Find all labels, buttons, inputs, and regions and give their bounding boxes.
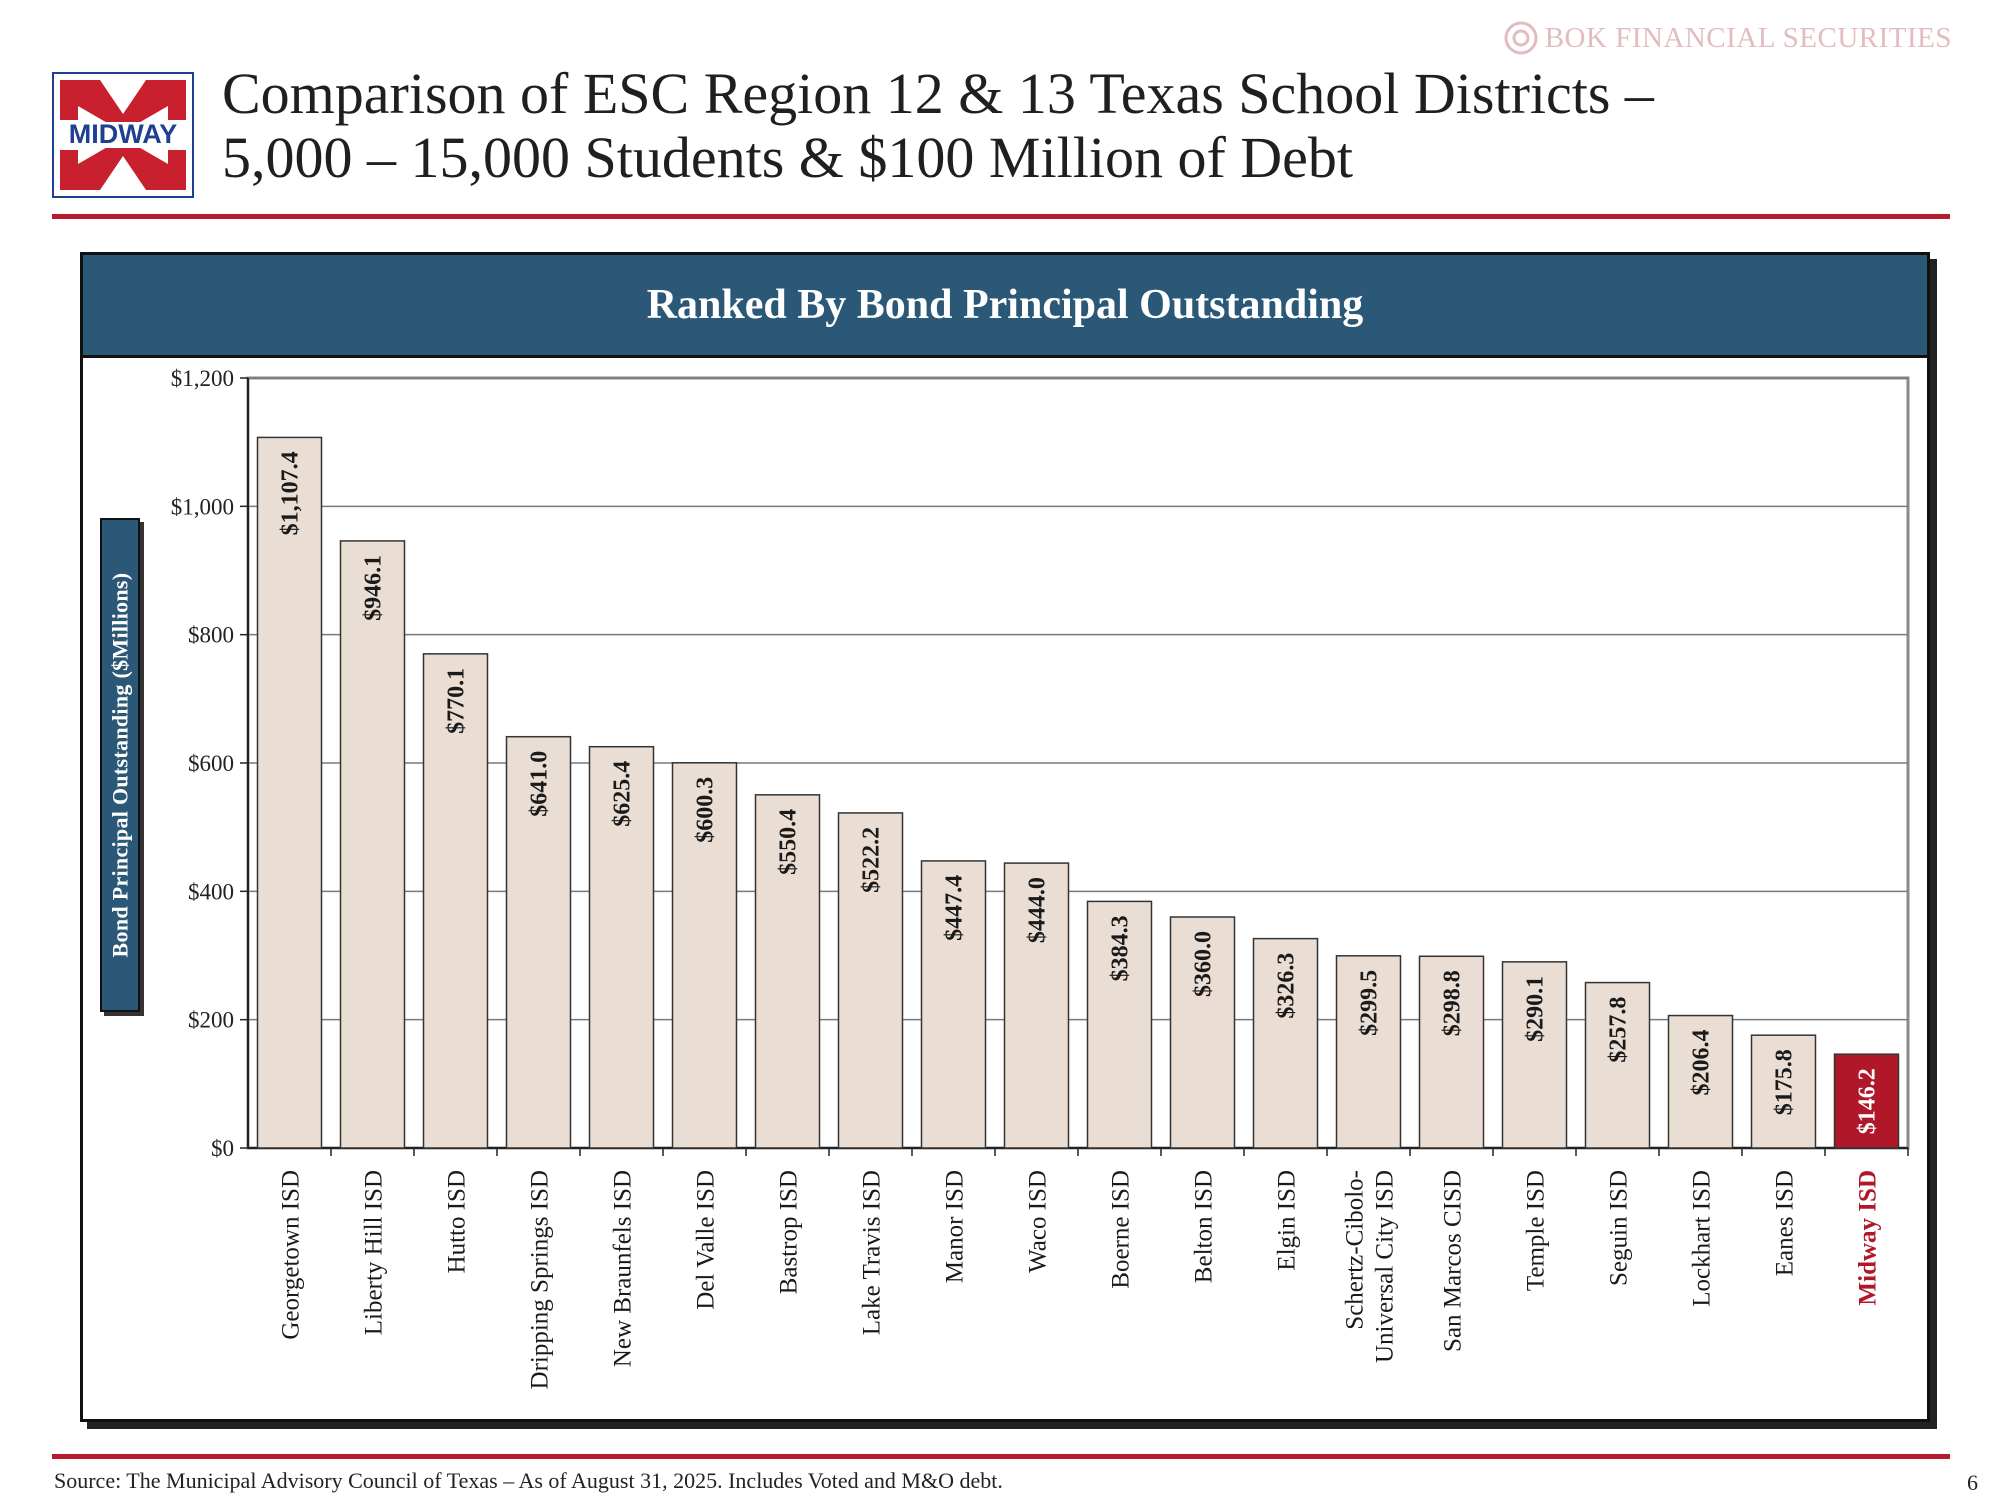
x-tick-label: Midway ISD (1855, 1170, 1882, 1305)
x-tick-label: Hutto ISD (444, 1170, 471, 1273)
chart-title-divider (83, 355, 1927, 358)
x-tick-label: Dripping Springs ISD (527, 1170, 554, 1389)
bar (920, 860, 987, 1149)
bar (671, 762, 738, 1149)
value-label: $360.0 (1191, 931, 1217, 997)
x-tick-label: San Marcos CISD (1440, 1170, 1467, 1352)
bar (256, 436, 323, 1149)
x-tick-label: Universal City ISD (1372, 1170, 1399, 1363)
chart-grid (246, 376, 1910, 1150)
value-label: $257.8 (1606, 997, 1632, 1063)
value-label: $1,107.4 (278, 451, 304, 535)
x-tick-label: Elgin ISD (1274, 1170, 1301, 1271)
x-tick-label: Manor ISD (942, 1170, 969, 1283)
value-label: $146.2 (1855, 1068, 1881, 1134)
y-tick-label: $200 (188, 1008, 234, 1033)
bar (422, 653, 489, 1149)
bar (1252, 937, 1319, 1149)
x-tick-label: Schertz-Cibolo- (1342, 1170, 1369, 1330)
y-tick-label: $600 (188, 751, 234, 776)
bar (1750, 1034, 1817, 1149)
value-label: $946.1 (361, 555, 387, 621)
bar (588, 745, 655, 1149)
x-tick-label: New Braunfels ISD (610, 1170, 637, 1367)
footer-divider (52, 1454, 1950, 1459)
value-label: $447.4 (942, 875, 968, 941)
title-line-1: Comparison of ESC Region 12 & 13 Texas S… (222, 61, 1654, 126)
y-tick-label: $1,000 (171, 494, 234, 519)
bar (505, 735, 572, 1149)
logo-text: MIDWAY (69, 119, 178, 149)
source-note: Source: The Municipal Advisory Council o… (54, 1468, 1003, 1493)
value-label: $384.3 (1108, 915, 1134, 981)
bar (1667, 1014, 1734, 1149)
value-label: $298.8 (1440, 970, 1466, 1036)
value-label: $522.2 (859, 827, 885, 893)
bok-logo-icon (1504, 21, 1538, 55)
x-tick-label: Del Valle ISD (693, 1170, 720, 1310)
midway-logo: MIDWAY (52, 72, 194, 198)
x-tick-label: Lockhart ISD (1689, 1170, 1716, 1307)
bar (1169, 916, 1236, 1149)
value-label: $600.3 (693, 777, 719, 843)
value-label: $625.4 (610, 761, 636, 827)
x-tick-label: Boerne ISD (1108, 1170, 1135, 1289)
x-tick-label: Belton ISD (1191, 1170, 1218, 1283)
x-tick-label: Waco ISD (1025, 1170, 1052, 1273)
value-label: $299.5 (1357, 970, 1383, 1036)
value-label: $770.1 (444, 668, 470, 734)
value-label: $206.4 (1689, 1030, 1715, 1096)
value-label: $326.3 (1274, 953, 1300, 1019)
bar (1335, 955, 1402, 1149)
bar-series (256, 436, 1900, 1149)
x-tick-label: Liberty Hill ISD (361, 1170, 388, 1335)
y-tick-label: $400 (188, 879, 234, 904)
value-label: $550.4 (776, 809, 802, 875)
page-number: 6 (1967, 1470, 1978, 1495)
x-tick-label: Seguin ISD (1606, 1170, 1633, 1286)
value-label: $175.8 (1772, 1049, 1798, 1115)
page-title: Comparison of ESC Region 12 & 13 Texas S… (222, 62, 1822, 190)
chart-title: Ranked By Bond Principal Outstanding (83, 255, 1927, 355)
x-tick-label: Eanes ISD (1772, 1170, 1799, 1276)
value-label: $290.1 (1523, 976, 1549, 1042)
bar (1833, 1053, 1900, 1149)
y-tick-label: $1,200 (171, 366, 234, 391)
bok-brand: BOK FINANCIAL SECURITIES (1503, 20, 1952, 56)
x-tick-label: Temple ISD (1523, 1170, 1550, 1291)
brand-text: BOK FINANCIAL SECURITIES (1544, 21, 1952, 54)
bar (1584, 981, 1651, 1149)
value-label: $444.0 (1025, 877, 1051, 943)
y-tick-label: $800 (188, 623, 234, 648)
x-axis-labels: Georgetown ISD Liberty Hill ISD Hutto ISD D… (278, 1148, 1909, 1389)
y-axis-label-box: Bond Principal Outstanding ($Millions) (100, 518, 140, 1012)
bar (1003, 862, 1070, 1149)
x-tick-label: Lake Travis ISD (859, 1170, 886, 1335)
bar (754, 794, 821, 1149)
title-line-2: 5,000 – 15,000 Students & $100 Million o… (222, 125, 1353, 190)
bar (339, 540, 406, 1149)
bar (1086, 900, 1153, 1149)
x-tick-label: Georgetown ISD (278, 1170, 305, 1340)
x-tick-label: Bastrop ISD (776, 1170, 803, 1294)
bar (1418, 955, 1485, 1149)
y-tick-label: $0 (211, 1136, 234, 1161)
bar (1501, 961, 1568, 1149)
value-label: $641.0 (527, 751, 553, 817)
header-divider (52, 214, 1950, 219)
value-labels: $1,107.4 $946.1 $770.1 $641.0 $625.4 $600.3 $5… (278, 451, 1881, 1134)
y-axis-label: Bond Principal Outstanding ($Millions) (107, 572, 132, 958)
bar (837, 812, 904, 1149)
